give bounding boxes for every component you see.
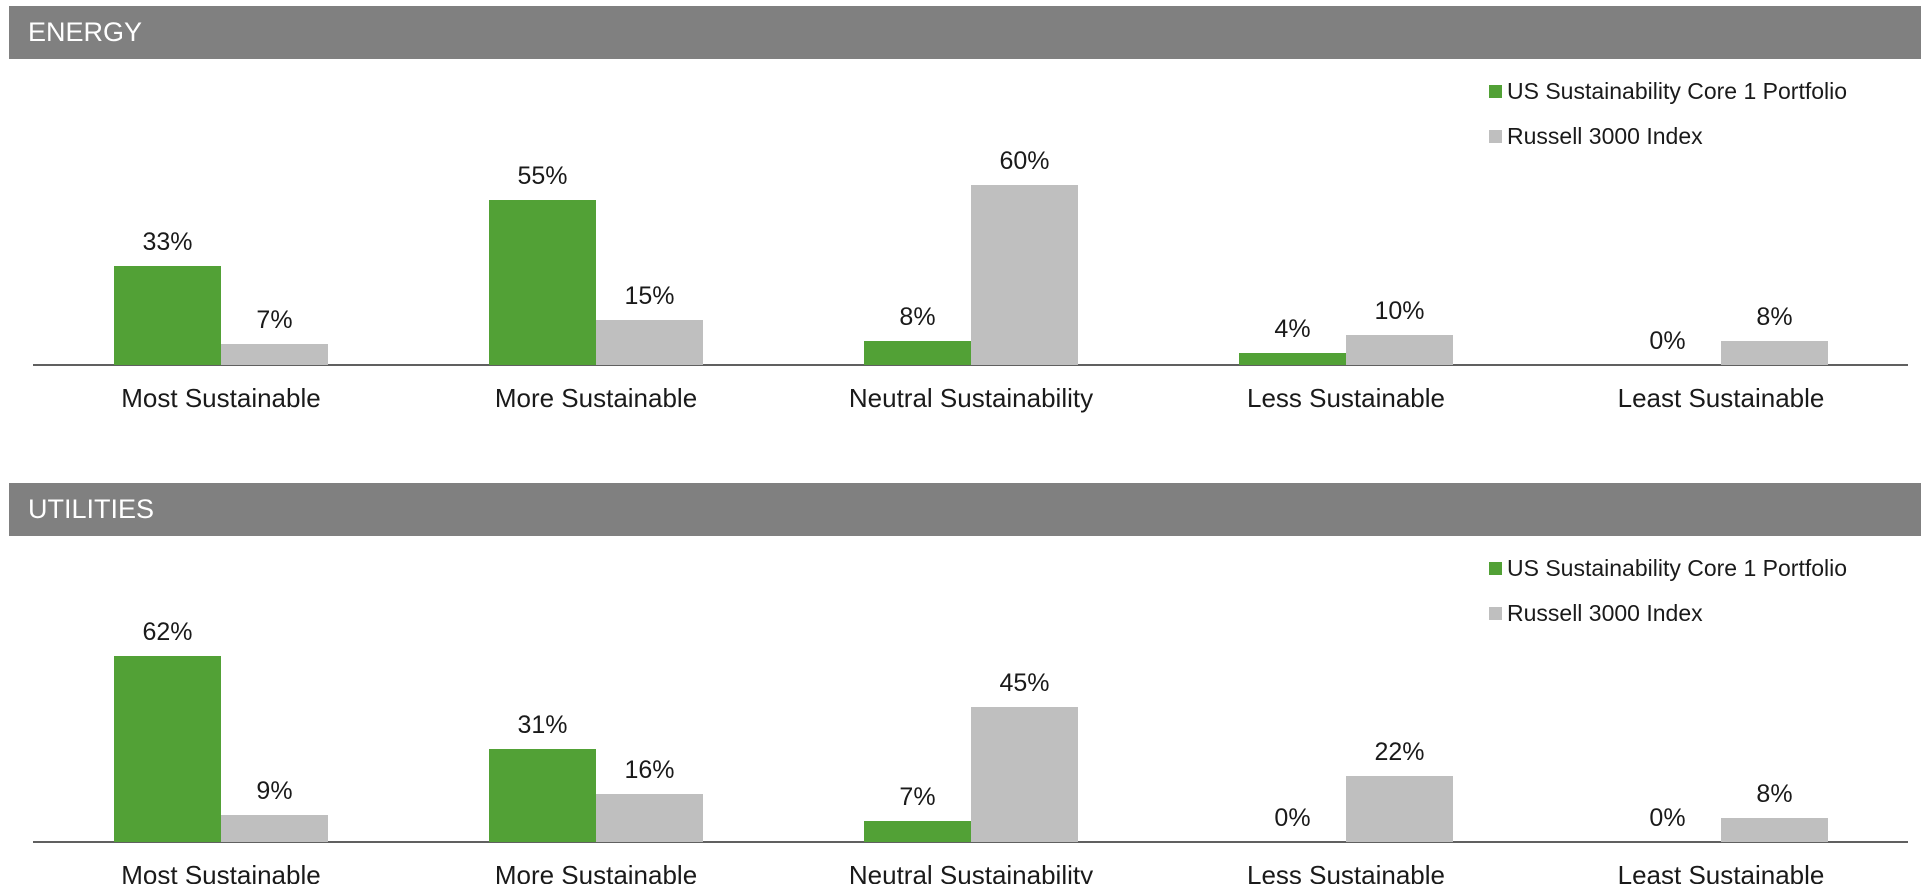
- legend-swatch-russell-3000-index: [1489, 130, 1502, 143]
- bar-russell-3000-index-more-sustainable: [596, 794, 703, 842]
- bar-russell-3000-index-neutral-sustainability: [971, 185, 1078, 365]
- energy-section-header: ENERGY: [9, 6, 1921, 59]
- data-label-russell-3000-index-more-sustainable: 16%: [624, 756, 674, 784]
- data-label-us-sustainability-core-1-portfolio-neutral-sustainability: 7%: [899, 783, 935, 811]
- utilities-bar-chart: 62% 9% Most Sustainable 31% 16% More Sustaina…: [33, 555, 1908, 884]
- data-label-us-sustainability-core-1-portfolio-least-sustainable: 0%: [1649, 327, 1685, 355]
- category-label-least-sustainable: Least Sustainable: [1618, 860, 1825, 884]
- category-label-neutral-sustainability: Neutral Sustainability: [849, 383, 1093, 413]
- data-label-russell-3000-index-least-sustainable: 8%: [1756, 303, 1792, 331]
- category-label-more-sustainable: More Sustainable: [495, 383, 697, 413]
- utilities-section-header: UTILITIES: [9, 483, 1921, 536]
- bar-russell-3000-index-neutral-sustainability: [971, 707, 1078, 842]
- legend-swatch-us-sustainability-core-1-portfolio: [1489, 85, 1502, 98]
- data-label-us-sustainability-core-1-portfolio-most-sustainable: 33%: [142, 228, 192, 256]
- bar-russell-3000-index-less-sustainable: [1346, 335, 1453, 365]
- data-label-us-sustainability-core-1-portfolio-neutral-sustainability: 8%: [899, 303, 935, 331]
- data-label-russell-3000-index-less-sustainable: 10%: [1374, 297, 1424, 325]
- bar-us-sustainability-core-1-portfolio-neutral-sustainability: [864, 821, 971, 842]
- category-label-neutral-sustainability: Neutral Sustainability: [849, 860, 1093, 884]
- data-label-us-sustainability-core-1-portfolio-more-sustainable: 31%: [517, 711, 567, 739]
- legend-label-russell-3000-index: Russell 3000 Index: [1507, 123, 1703, 149]
- energy-bar-chart: 33% 7% Most Sustainable 55% 15% More Sustaina…: [33, 78, 1908, 413]
- bar-russell-3000-index-more-sustainable: [596, 320, 703, 365]
- bar-russell-3000-index-least-sustainable: [1721, 341, 1828, 365]
- data-label-russell-3000-index-most-sustainable: 9%: [256, 777, 292, 805]
- data-label-us-sustainability-core-1-portfolio-less-sustainable: 0%: [1274, 804, 1310, 832]
- data-label-us-sustainability-core-1-portfolio-more-sustainable: 55%: [517, 162, 567, 190]
- bar-russell-3000-index-most-sustainable: [221, 344, 328, 365]
- bar-russell-3000-index-most-sustainable: [221, 815, 328, 842]
- legend-label-us-sustainability-core-1-portfolio: US Sustainability Core 1 Portfolio: [1507, 555, 1847, 581]
- legend-swatch-russell-3000-index: [1489, 607, 1502, 620]
- data-label-us-sustainability-core-1-portfolio-less-sustainable: 4%: [1274, 315, 1310, 343]
- category-label-less-sustainable: Less Sustainable: [1247, 383, 1445, 413]
- data-label-russell-3000-index-less-sustainable: 22%: [1374, 738, 1424, 766]
- bar-us-sustainability-core-1-portfolio-more-sustainable: [489, 749, 596, 842]
- bar-us-sustainability-core-1-portfolio-most-sustainable: [114, 656, 221, 842]
- legend-swatch-us-sustainability-core-1-portfolio: [1489, 562, 1502, 575]
- bar-us-sustainability-core-1-portfolio-most-sustainable: [114, 266, 221, 365]
- category-label-more-sustainable: More Sustainable: [495, 860, 697, 884]
- data-label-russell-3000-index-neutral-sustainability: 45%: [999, 669, 1049, 697]
- data-label-russell-3000-index-least-sustainable: 8%: [1756, 780, 1792, 808]
- bar-russell-3000-index-less-sustainable: [1346, 776, 1453, 842]
- bar-us-sustainability-core-1-portfolio-more-sustainable: [489, 200, 596, 365]
- data-label-russell-3000-index-most-sustainable: 7%: [256, 306, 292, 334]
- bar-russell-3000-index-least-sustainable: [1721, 818, 1828, 842]
- legend-label-russell-3000-index: Russell 3000 Index: [1507, 600, 1703, 626]
- category-label-most-sustainable: Most Sustainable: [121, 383, 320, 413]
- category-label-less-sustainable: Less Sustainable: [1247, 860, 1445, 884]
- legend-label-us-sustainability-core-1-portfolio: US Sustainability Core 1 Portfolio: [1507, 78, 1847, 104]
- category-label-least-sustainable: Least Sustainable: [1618, 383, 1825, 413]
- category-label-most-sustainable: Most Sustainable: [121, 860, 320, 884]
- data-label-russell-3000-index-neutral-sustainability: 60%: [999, 147, 1049, 175]
- bar-us-sustainability-core-1-portfolio-less-sustainable: [1239, 353, 1346, 365]
- data-label-us-sustainability-core-1-portfolio-most-sustainable: 62%: [142, 618, 192, 646]
- data-label-us-sustainability-core-1-portfolio-least-sustainable: 0%: [1649, 804, 1685, 832]
- bar-us-sustainability-core-1-portfolio-neutral-sustainability: [864, 341, 971, 365]
- data-label-russell-3000-index-more-sustainable: 15%: [624, 282, 674, 310]
